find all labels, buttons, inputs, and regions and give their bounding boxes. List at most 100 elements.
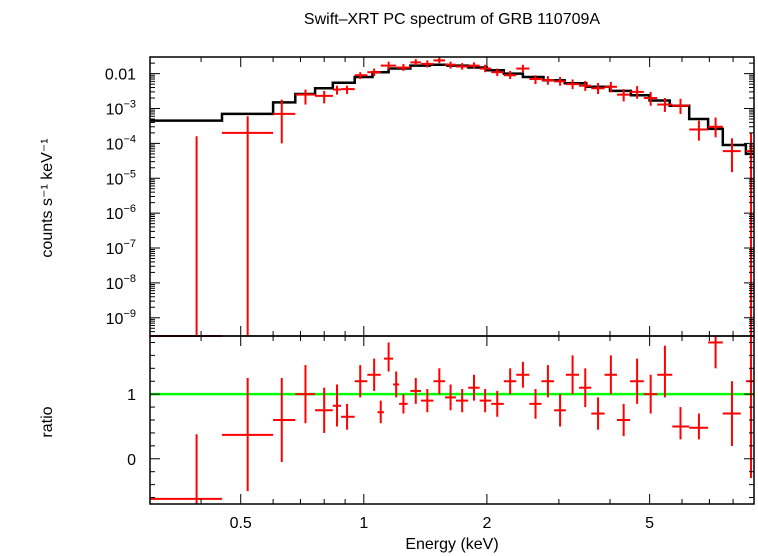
- spectrum-point: [579, 80, 592, 91]
- spectrum-point: [745, 132, 754, 336]
- spectrum-point: [273, 99, 296, 144]
- ratio-point: [315, 387, 333, 433]
- bottom-ticks-group: 01: [127, 336, 755, 504]
- ratio-point: [604, 355, 617, 395]
- spectrum-point: [150, 136, 223, 337]
- model-curve-group: [150, 63, 754, 156]
- top-panel: 0.01 10−3 10−4 10−5 10−6 10−7 10−8 10−9: [105, 56, 755, 337]
- top-data-group: [150, 57, 754, 337]
- ratio-point: [643, 374, 658, 414]
- ratio-point: [445, 384, 456, 411]
- ratio-point: [455, 388, 469, 413]
- spectrum-point: [591, 82, 605, 95]
- top-y-axis-label: counts s⁻¹ keV⁻¹: [39, 138, 56, 257]
- ratio-point: [591, 397, 605, 430]
- spectrum-point: [315, 90, 333, 104]
- ratio-point: [393, 371, 400, 398]
- y-tick-label: 1: [127, 387, 136, 404]
- spectrum-point: [643, 91, 658, 106]
- ratio-point: [630, 358, 644, 404]
- spectrum-point: [222, 116, 274, 336]
- spectrum-point: [341, 85, 355, 95]
- y-tick-label: 10−4: [106, 133, 136, 153]
- ratio-point: [410, 378, 422, 404]
- ratio-point: [377, 400, 384, 424]
- ratio-point: [332, 384, 342, 427]
- y-tick-label: 10−3: [106, 99, 136, 119]
- ratio-point: [529, 388, 542, 419]
- ratio-point: [503, 368, 517, 395]
- chart-title: Swift–XRT PC spectrum of GRB 110709A: [304, 11, 600, 28]
- ratio-point: [433, 368, 446, 395]
- top-ticks-group: 0.01 10−3 10−4 10−5 10−6 10−7 10−8 10−9: [105, 56, 755, 337]
- x-tick-label: 5: [645, 515, 654, 532]
- ratio-point: [708, 336, 723, 369]
- x-tick-labels: 0.5 1 2 5: [230, 515, 655, 532]
- ratio-point: [565, 355, 580, 395]
- spectrum-point: [554, 77, 566, 86]
- spectrum-point: [657, 98, 673, 112]
- spectrum-point: [516, 64, 530, 73]
- spectrum-point: [445, 61, 456, 69]
- top-panel-frame: [149, 56, 755, 337]
- spectrum-point: [503, 70, 517, 80]
- y-tick-label: 10−5: [106, 168, 136, 188]
- ratio-point: [222, 378, 274, 492]
- ratio-point: [616, 403, 631, 437]
- spectrum-point: [410, 59, 422, 66]
- spectrum-point: [689, 120, 709, 141]
- spectrum-point: [529, 75, 542, 85]
- spectrum-point: [421, 60, 434, 68]
- ratio-point: [554, 394, 566, 427]
- spectrum-point: [565, 79, 580, 90]
- spectrum-point: [396, 63, 411, 71]
- ratio-point: [354, 365, 368, 398]
- spectrum-point: [616, 89, 631, 102]
- ratio-point: [367, 358, 381, 391]
- spectrum-point: [722, 138, 741, 173]
- ratio-point: [672, 407, 690, 440]
- ratio-point: [341, 403, 355, 430]
- spectrum-point: [630, 86, 644, 99]
- y-tick-label: 0: [127, 452, 136, 469]
- ratio-point: [541, 365, 555, 398]
- y-tick-label: 10−6: [106, 203, 136, 223]
- ratio-point: [479, 388, 492, 413]
- ratio-point: [657, 345, 673, 398]
- spectrum-point: [479, 64, 492, 73]
- spectrum-point: [604, 81, 617, 93]
- ratio-point: [383, 342, 394, 372]
- y-tick-label: 10−9: [106, 308, 136, 328]
- ratio-point: [421, 388, 434, 413]
- ratio-point: [516, 361, 530, 388]
- y-tick-label: 0.01: [105, 67, 136, 84]
- y-tick-label: 10−7: [106, 238, 136, 258]
- spectrum-point: [672, 98, 690, 114]
- x-tick-label: 0.5: [230, 515, 252, 532]
- ratio-point: [468, 374, 480, 401]
- spectrum-point: [332, 85, 342, 95]
- bottom-panel-frame: [149, 335, 755, 505]
- x-tick-label: 1: [359, 515, 368, 532]
- bottom-data-group: [150, 336, 754, 504]
- y-tick-label: 10−8: [106, 273, 136, 293]
- model-curve: [150, 63, 754, 156]
- x-tick-label: 2: [482, 515, 491, 532]
- spectrum-point: [708, 117, 723, 138]
- spectrum-point: [295, 89, 316, 105]
- ratio-point: [150, 434, 223, 504]
- spectrum-point: [468, 62, 480, 69]
- ratio-point: [273, 378, 296, 462]
- ratio-point: [722, 381, 741, 446]
- ratio-point: [295, 365, 316, 424]
- ratio-point: [399, 394, 408, 414]
- spectrum-point: [541, 76, 555, 85]
- ratio-point: [689, 413, 709, 440]
- ratio-point: [579, 368, 592, 408]
- spectrum-point: [491, 68, 504, 77]
- bottom-y-axis-label: ratio: [39, 406, 56, 437]
- spectrum-point: [354, 72, 368, 80]
- spectrum-point: [455, 63, 469, 70]
- bottom-panel: 01: [127, 335, 755, 505]
